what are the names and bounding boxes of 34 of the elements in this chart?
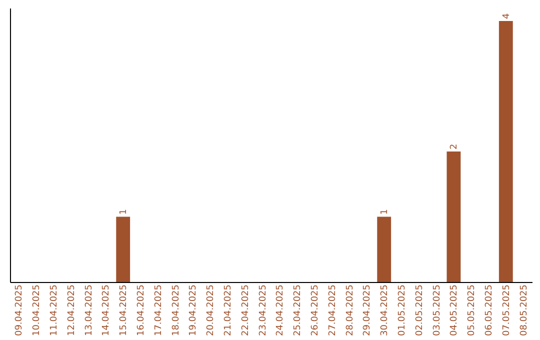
x-tick-label: 22.04.2025 xyxy=(240,284,251,336)
x-tick-label: 02.05.2025 xyxy=(414,284,425,336)
x-tick-label: 11.04.2025 xyxy=(50,284,60,336)
x-tick-label: 29.04.2025 xyxy=(362,284,373,336)
x-tick-label: 09.04.2025 xyxy=(14,284,25,336)
x-tick-label: 19.04.2025 xyxy=(188,284,199,336)
x-tick-label: 18.04.2025 xyxy=(171,284,182,336)
x-tick-label: 24.04.2025 xyxy=(276,284,286,336)
x-tick-label: 08.05.2025 xyxy=(519,284,530,336)
data-label: 1 xyxy=(380,209,390,215)
data-label: 4 xyxy=(502,13,512,20)
x-tick-label: 25.04.2025 xyxy=(293,284,304,336)
data-label: 2 xyxy=(450,144,460,150)
x-tick-label: 17.04.2025 xyxy=(154,284,164,336)
x-tick-label: 04.05.2025 xyxy=(450,284,460,336)
x-tick-label: 28.04.2025 xyxy=(345,284,356,336)
x-tick-label: 26.04.2025 xyxy=(310,284,320,336)
x-tick-label: 13.04.2025 xyxy=(84,284,94,336)
x-tick-label: 12.04.2025 xyxy=(66,284,77,336)
x-tick-label: 30.04.2025 xyxy=(380,284,390,336)
x-tick-label: 23.04.2025 xyxy=(258,284,268,336)
x-tick-label: 20.04.2025 xyxy=(206,284,216,336)
x-tick-label: 16.04.2025 xyxy=(136,284,146,336)
x-tick-label: 14.04.2025 xyxy=(102,284,112,336)
x-tick-label: 21.04.2025 xyxy=(224,284,234,336)
x-tick-label: 06.05.2025 xyxy=(484,284,494,336)
x-tick-label: 05.05.2025 xyxy=(467,284,478,336)
x-tick-label: 15.04.2025 xyxy=(119,284,130,336)
x-tick-label: 27.04.2025 xyxy=(328,284,338,336)
x-tick-label: 01.05.2025 xyxy=(398,284,408,336)
x-tick-label: 03.05.2025 xyxy=(432,284,442,336)
x-tick-label: 07.05.2025 xyxy=(502,284,512,336)
x-tick-label: 10.04.2025 xyxy=(32,284,42,336)
data-label: 1 xyxy=(119,209,130,215)
